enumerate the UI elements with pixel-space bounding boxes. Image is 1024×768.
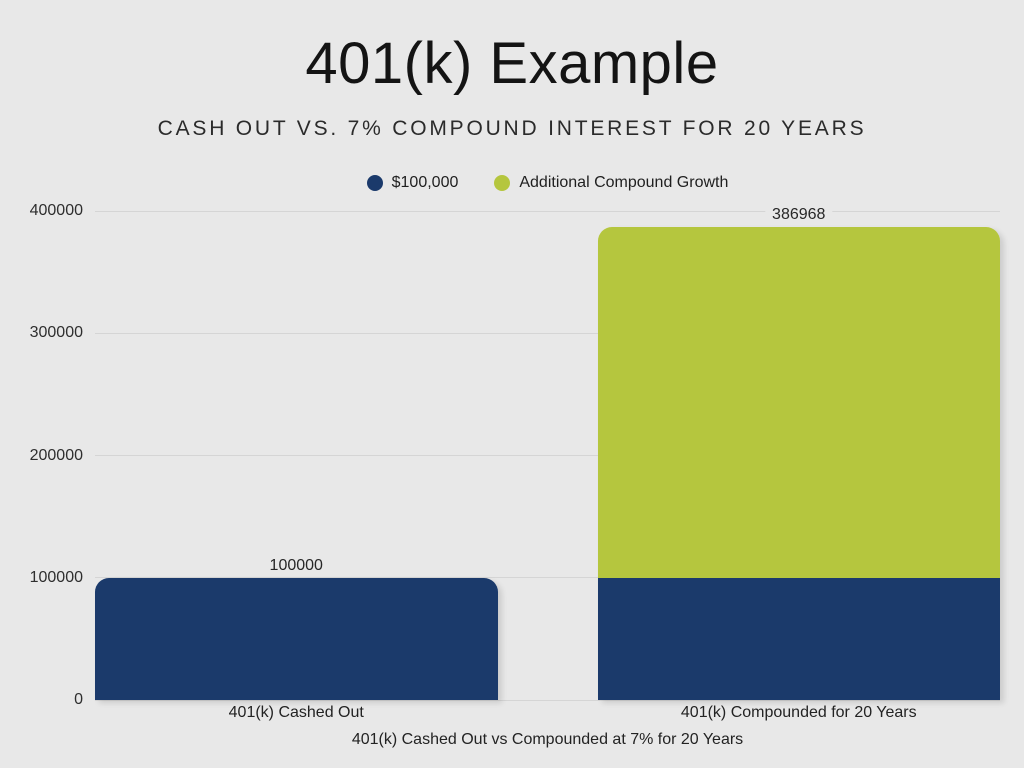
gridline — [95, 210, 1000, 212]
y-tick-label: 0 — [74, 691, 83, 708]
legend-swatch-icon — [366, 175, 383, 191]
plot-area: 100000 386968 — [95, 204, 1000, 701]
x-category-label: 401(k) Compounded for 20 Years — [680, 704, 917, 721]
gridline — [95, 455, 1000, 456]
y-tick-label: 200000 — [29, 446, 83, 464]
legend-label: $100,000 — [391, 174, 459, 191]
x-axis-title: 401(k) Cashed Out vs Compounded at 7% fo… — [351, 731, 744, 748]
chart-title: 401(k) Example — [305, 31, 719, 96]
gridline — [95, 577, 1000, 579]
x-category-label: 401(k) Cashed Out — [228, 704, 364, 721]
legend: $100,000 Additional Compound Growth — [95, 172, 1000, 194]
y-tick-label: 400000 — [29, 202, 83, 219]
bar-1 — [95, 577, 498, 700]
chart-subtitle: CASH OUT VS. 7% COMPOUND INTEREST FOR 20… — [157, 117, 867, 140]
y-axis: 0 100000 200000 300000 400000 — [0, 202, 85, 708]
y-tick-label: 100000 — [29, 568, 83, 586]
gridline — [95, 699, 1000, 701]
bar-value-label: 100000 — [262, 555, 330, 575]
legend-item: $100,000 — [366, 174, 459, 192]
bar-segment — [597, 226, 1000, 578]
legend-label: Additional Compound Growth — [519, 174, 729, 191]
legend-item: Additional Compound Growth — [494, 174, 728, 192]
x-axis: 401(k) Cashed Out 401(k) Compounded for 2… — [95, 704, 1000, 724]
bar-value-label: 386968 — [765, 204, 833, 224]
y-tick-label: 300000 — [29, 324, 83, 342]
bar-2 — [597, 226, 1000, 700]
bar-segment — [597, 577, 1000, 700]
legend-swatch-icon — [494, 175, 511, 191]
gridline — [95, 332, 1000, 334]
bar-segment — [95, 577, 498, 700]
